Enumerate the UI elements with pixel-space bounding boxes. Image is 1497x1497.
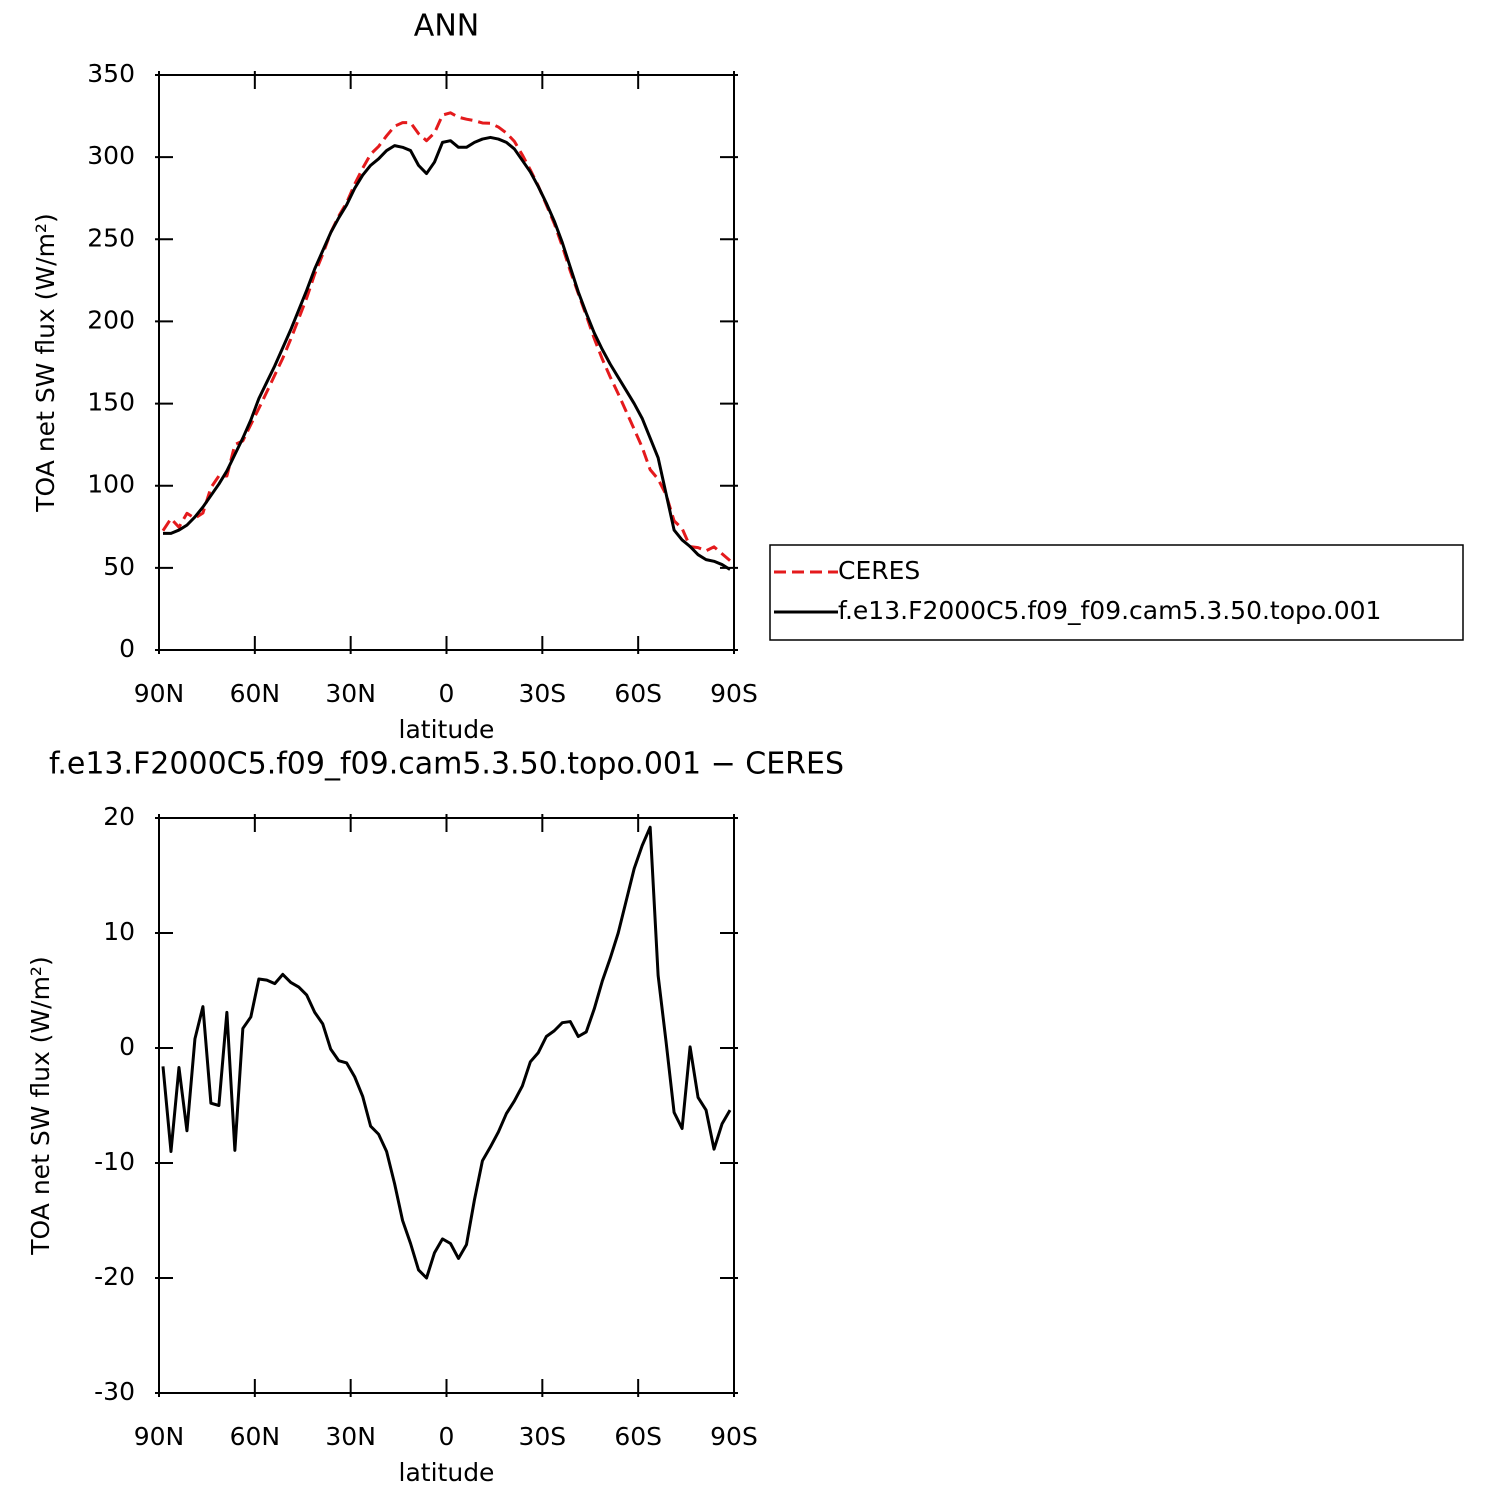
y-tick-label: -30 [94,1377,135,1406]
x-tick-label: 30S [518,1422,566,1451]
y-tick-label: 250 [87,223,135,252]
y-tick-label: 0 [119,634,135,663]
legend-box [769,544,1464,641]
y-tick-label: 300 [87,141,135,170]
legend-label: f.e13.F2000C5.f09_f09.cam5.3.50.topo.001 [838,596,1381,625]
x-tick-label: 90N [134,1422,185,1451]
y-axis-label: TOA net SW flux (W/m²) [26,956,55,1255]
x-tick-label: 60N [230,1422,281,1451]
x-tick-label: 60N [230,679,281,708]
x-tick-label: 60S [614,679,662,708]
y-tick-label: 100 [87,470,135,499]
y-tick-label: 0 [119,1032,135,1061]
x-axis-label: latitude [399,715,495,744]
y-tick-label: -10 [94,1147,135,1176]
x-tick-label: 90S [710,1422,758,1451]
x-tick-label: 30N [325,1422,376,1451]
chart-title: ANN [414,9,479,44]
plot-frame [158,817,735,1394]
y-tick-label: 10 [103,917,135,946]
y-tick-label: 150 [87,388,135,417]
legend-label: CERES [838,556,920,585]
y-tick-label: 20 [103,802,135,831]
x-tick-label: 90N [134,679,185,708]
data-line [161,825,732,1280]
data-line [161,111,731,562]
x-axis-label: latitude [399,1458,495,1487]
data-line [162,135,731,571]
x-tick-label: 30N [325,679,376,708]
chart-title: f.e13.F2000C5.f09_f09.cam5.3.50.topo.001… [49,747,844,782]
x-tick-label: 0 [439,679,455,708]
x-tick-label: 60S [614,1422,662,1451]
y-tick-label: 50 [103,552,135,581]
y-tick-label: 200 [87,305,135,334]
x-tick-label: 90S [710,679,758,708]
y-axis-label: TOA net SW flux (W/m²) [31,213,60,512]
x-tick-label: 30S [518,679,566,708]
x-tick-label: 0 [439,1422,455,1451]
y-tick-label: 350 [87,59,135,88]
y-tick-label: -20 [94,1262,135,1291]
plot-frame [158,74,735,651]
